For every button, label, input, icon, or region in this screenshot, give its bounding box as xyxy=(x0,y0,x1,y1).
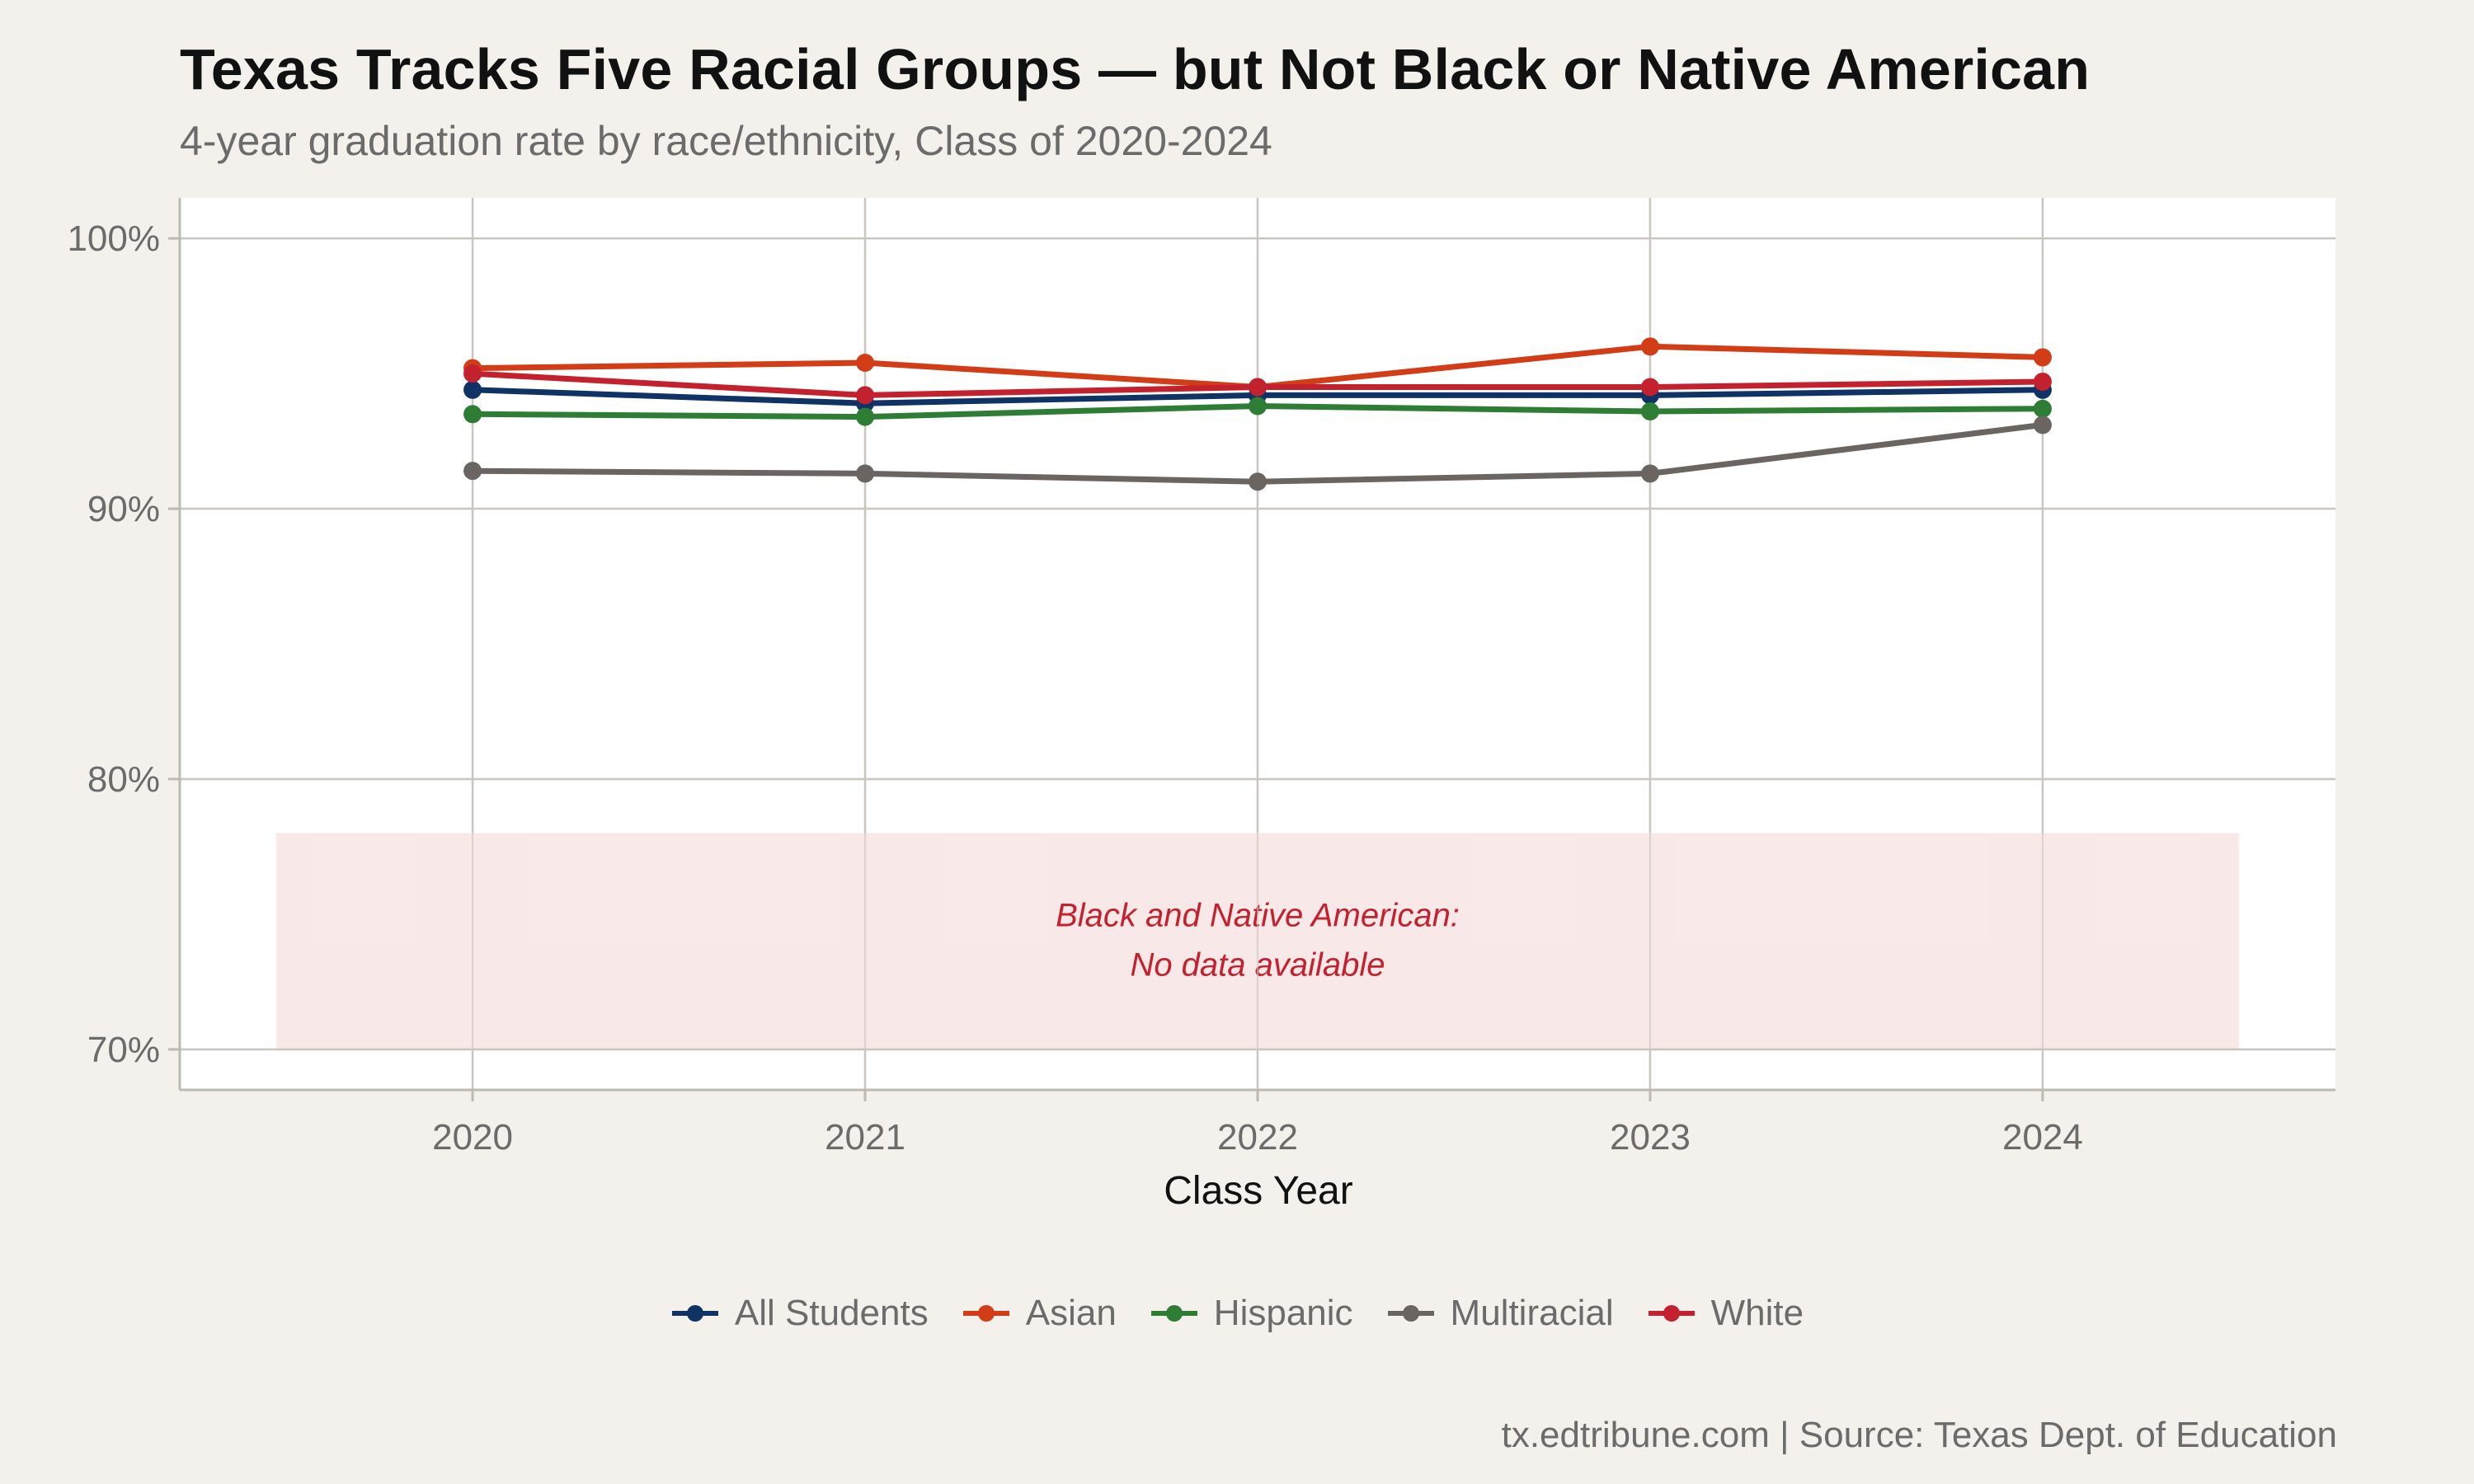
data-point-multiracial xyxy=(2033,416,2052,434)
data-point-asian xyxy=(2033,348,2052,367)
series-lines xyxy=(463,337,2052,491)
legend-key-asian xyxy=(962,1305,1009,1322)
legend-key-white xyxy=(1648,1305,1695,1322)
data-point-hispanic xyxy=(1640,402,1659,421)
data-point-white xyxy=(2033,372,2052,391)
legend: All Students Asian Hispanic Multiracial Whit… xyxy=(0,1293,2474,1334)
legend-item-white: White xyxy=(1647,1293,1804,1334)
y-tick-label: 80% xyxy=(87,759,160,800)
legend-item-multiracial: Multiracial xyxy=(1386,1293,1614,1334)
data-point-multiracial xyxy=(1249,472,1267,491)
y-tick-label: 100% xyxy=(67,218,160,259)
x-tick-label: 2022 xyxy=(1217,1117,1298,1158)
y-tick-label: 70% xyxy=(87,1030,160,1070)
legend-label-hispanic: Hispanic xyxy=(1213,1293,1353,1333)
axes: 70% 80% 90% 100% 2020 2021 2022 2023 2024 xyxy=(67,198,2335,1158)
y-tick-label: 90% xyxy=(87,489,160,529)
legend-label-multiracial: Multiracial xyxy=(1450,1293,1614,1333)
legend-key-hispanic xyxy=(1150,1305,1197,1322)
data-point-multiracial xyxy=(856,464,875,483)
series-hispanic xyxy=(463,397,2052,426)
data-point-white xyxy=(1640,378,1659,397)
series-multiracial xyxy=(463,416,2052,491)
legend-item-all-students: All Students xyxy=(670,1293,929,1334)
data-point-white xyxy=(463,364,482,383)
x-tick-label: 2023 xyxy=(1610,1117,1691,1158)
chart-title: Texas Tracks Five Racial Groups — but No… xyxy=(180,37,2091,101)
x-tick-label: 2020 xyxy=(432,1117,513,1158)
legend-label-asian: Asian xyxy=(1025,1293,1117,1333)
legend-item-hispanic: Hispanic xyxy=(1150,1293,1353,1334)
legend-label-white: White xyxy=(1710,1293,1804,1333)
data-point-all-students xyxy=(463,380,482,399)
legend-item-asian: Asian xyxy=(962,1293,1117,1334)
x-axis-title: Class Year xyxy=(1164,1169,1352,1213)
data-point-multiracial xyxy=(463,462,482,481)
legend-key-multiracial xyxy=(1387,1305,1434,1322)
source-caption: tx.edtribune.com | Source: Texas Dept. o… xyxy=(1501,1415,2337,1455)
data-point-hispanic xyxy=(2033,399,2052,418)
data-point-hispanic xyxy=(463,405,482,424)
data-point-hispanic xyxy=(1249,397,1267,416)
no-data-band: Black and Native American:No data availa… xyxy=(276,833,2239,1051)
data-point-multiracial xyxy=(1640,464,1659,483)
x-tick-label: 2021 xyxy=(825,1117,905,1158)
data-point-white xyxy=(1249,378,1267,397)
data-point-asian xyxy=(856,354,875,373)
x-tick-label: 2024 xyxy=(2002,1117,2083,1158)
series-white xyxy=(463,364,2052,405)
data-point-asian xyxy=(1640,337,1659,356)
data-point-hispanic xyxy=(856,407,875,426)
legend-key-all-students xyxy=(671,1305,718,1322)
legend-label-all-students: All Students xyxy=(734,1293,929,1333)
chart-subtitle: 4-year graduation rate by race/ethnicity… xyxy=(180,118,1272,164)
data-point-white xyxy=(856,386,875,405)
